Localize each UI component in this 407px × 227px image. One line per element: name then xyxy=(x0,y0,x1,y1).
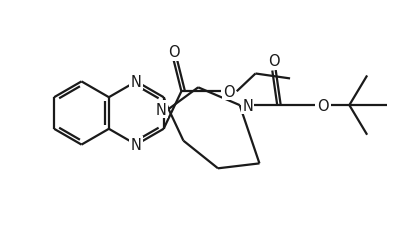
Text: O: O xyxy=(223,84,235,99)
Text: O: O xyxy=(269,54,280,69)
Text: O: O xyxy=(317,98,328,113)
Text: N: N xyxy=(131,138,142,153)
Text: O: O xyxy=(168,45,179,60)
Text: N: N xyxy=(131,74,142,89)
Text: N: N xyxy=(242,98,253,113)
Text: N: N xyxy=(155,102,166,117)
